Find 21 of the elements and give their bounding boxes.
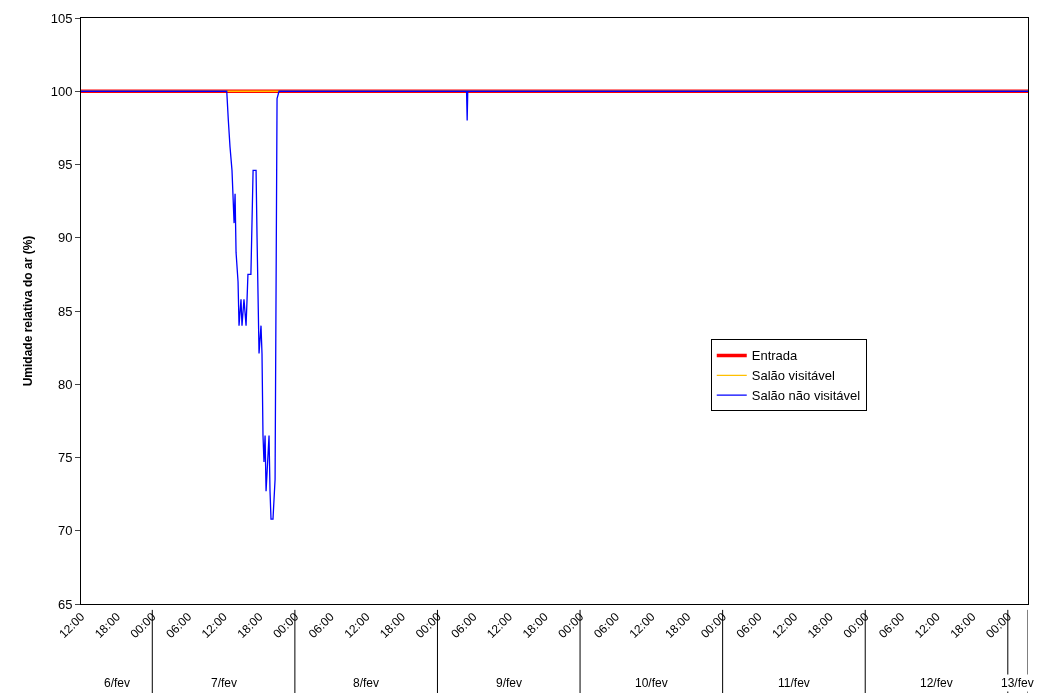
text: 7/fev xyxy=(211,676,238,690)
legend-label: Salão não visitável xyxy=(751,388,861,404)
text: 10/fev xyxy=(635,676,668,690)
text: 6/fev xyxy=(104,676,131,690)
y-tick-label: 65 xyxy=(57,596,73,612)
y-tick-label: 90 xyxy=(57,230,73,246)
text: 9/fev xyxy=(496,676,523,690)
y-axis-title: Umidade relativa do ar (%) xyxy=(21,235,35,387)
y-tick-label: 95 xyxy=(57,157,73,173)
text: 11/fev xyxy=(778,676,810,690)
y-tick-label: 85 xyxy=(57,303,73,319)
y-tick-label: 100 xyxy=(50,83,73,99)
legend-label: Entrada xyxy=(751,348,799,364)
text: 12/fev xyxy=(920,676,953,690)
text: 8/fev xyxy=(353,676,380,690)
y-tick-label: 80 xyxy=(57,376,73,392)
y-tick-label: 105 xyxy=(50,10,73,26)
y-tick-label: 75 xyxy=(57,450,73,466)
y-tick-label: 70 xyxy=(57,523,73,539)
text: 13/fev xyxy=(1001,676,1034,690)
legend-label: Salão visitável xyxy=(751,368,835,384)
